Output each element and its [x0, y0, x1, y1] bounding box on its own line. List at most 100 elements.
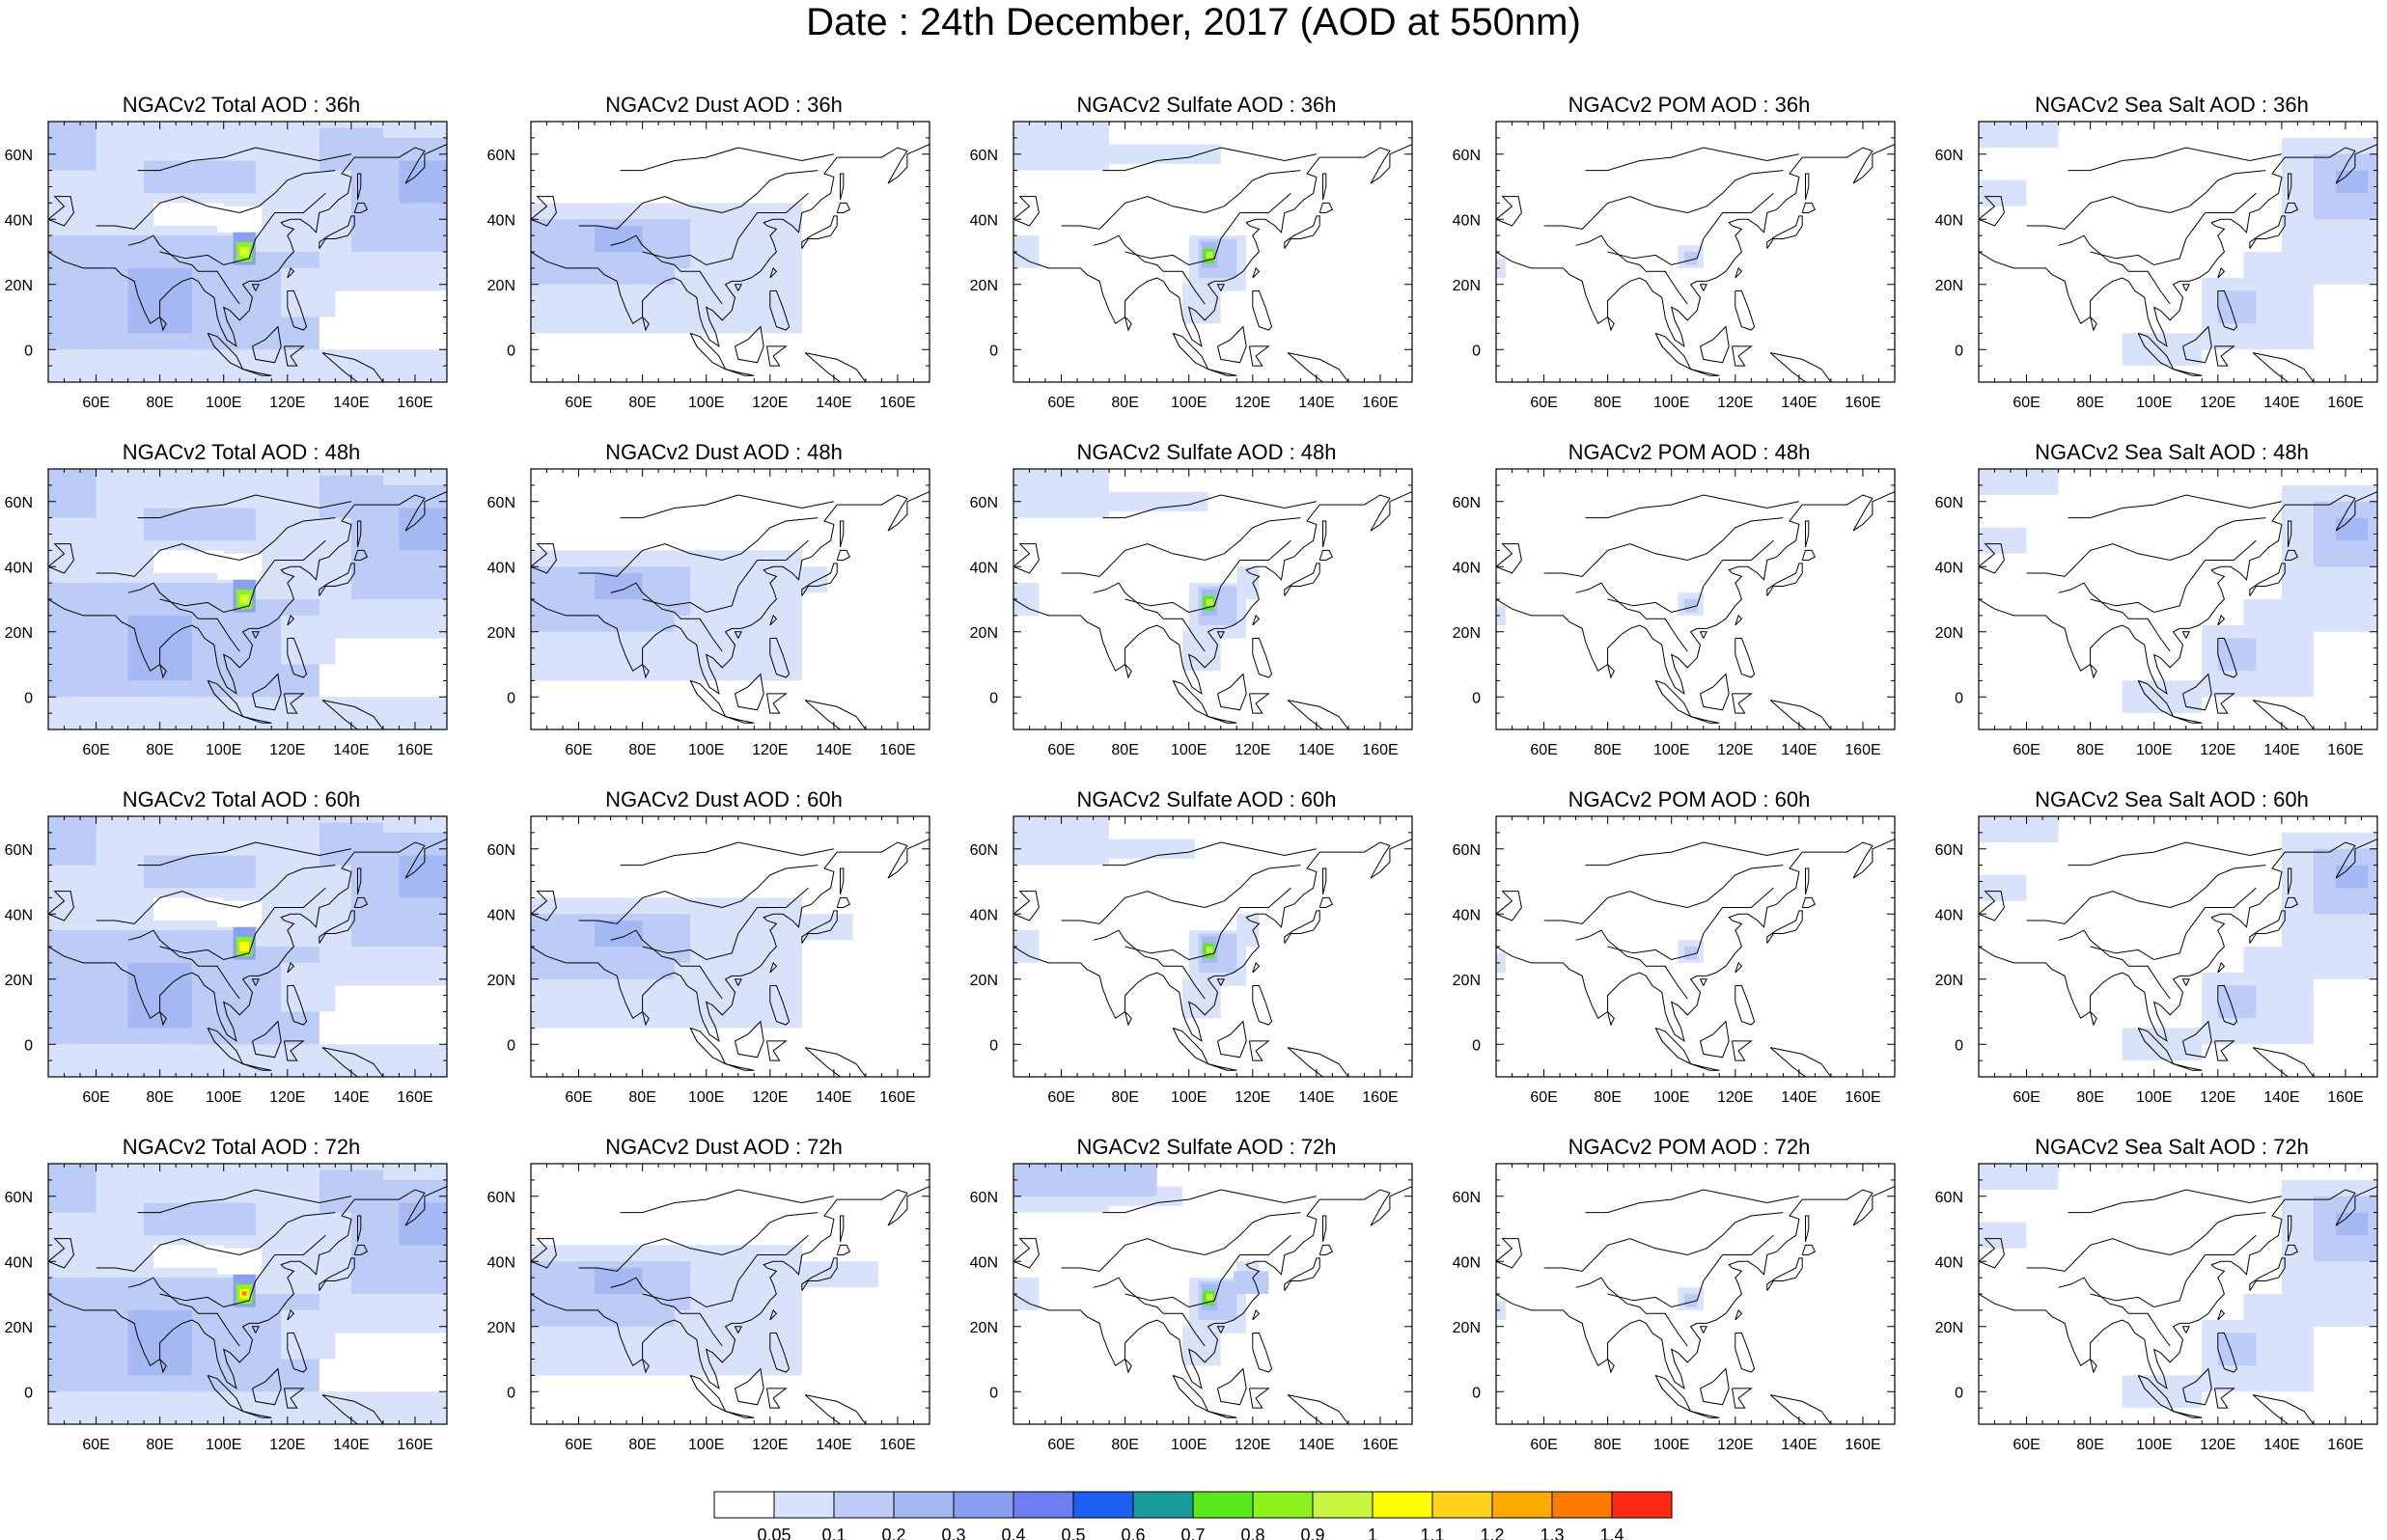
lat-tick-label: 40N [5, 212, 33, 229]
lon-tick-label: 80E [2076, 1437, 2103, 1453]
coastline [2090, 1011, 2097, 1027]
coastline [1585, 1189, 1799, 1214]
coastline [1124, 316, 1132, 332]
lat-tick-label: 60N [487, 1190, 515, 1206]
coastline [1496, 891, 1522, 921]
lon-tick-label: 100E [1171, 395, 1207, 411]
coastline [1690, 716, 1720, 724]
aod-shading [1683, 252, 1698, 265]
coastline [689, 679, 727, 718]
aod-map: 60E 80E 100E 120E 140E 160E 60N 40N 20N 0 [1453, 468, 1896, 758]
aod-shading [1013, 1164, 1157, 1196]
lat-tick-label: 0 [507, 343, 515, 359]
aod-shading [153, 550, 224, 573]
coastline [642, 539, 809, 614]
aod-shading [48, 816, 97, 866]
panel-title: NGACv2 Sulfate AOD : 36h [1076, 93, 1337, 117]
coastline [1735, 290, 1756, 331]
coastline [48, 491, 447, 696]
coastline [1766, 1257, 1803, 1291]
coastline [734, 631, 742, 639]
coastline [725, 1411, 755, 1418]
lon-tick-label: 60E [1047, 742, 1074, 758]
lat-tick-label: 60N [1453, 148, 1481, 164]
coastline [1102, 841, 1317, 866]
lon-tick-label: 160E [397, 1089, 432, 1106]
lat-tick-label: 0 [507, 690, 515, 706]
aod-shading [1496, 258, 1506, 278]
map-panel: NGACv2 Total AOD : 36h 60E 80E 100E 120E 140E… [0, 87, 483, 436]
aod-shading [319, 638, 447, 698]
aod-map: 60E 80E 100E 120E 140E 160E 60N 40N 20N 0 [5, 468, 448, 758]
coastline [2182, 1020, 2212, 1059]
coastline [531, 839, 930, 1043]
coastline [1654, 1027, 1692, 1065]
aod-map: 60E 80E 100E 120E 140E 160E 60N 40N 20N 0 [970, 1163, 1413, 1453]
coastline [2090, 664, 2097, 679]
lat-tick-label: 40N [1935, 1254, 1963, 1271]
lat-tick-label: 60N [970, 495, 998, 511]
coastline [2249, 215, 2286, 249]
lon-tick-label: 60E [1530, 1437, 1557, 1453]
coastline [642, 192, 809, 266]
aod-shading [737, 219, 802, 246]
coastline [159, 1011, 167, 1027]
lon-tick-label: 120E [2200, 742, 2235, 758]
lat-tick-label: 40N [970, 1254, 998, 1271]
lon-tick-label: 60E [565, 1437, 592, 1453]
coastline [127, 582, 240, 652]
coastline [1979, 491, 2377, 696]
coastline [357, 173, 362, 201]
coastline [159, 192, 326, 266]
coastline [2181, 1326, 2190, 1334]
coastline [840, 867, 845, 895]
coastline [769, 1333, 791, 1373]
lon-tick-label: 80E [146, 1437, 173, 1453]
coastline [1249, 1388, 1270, 1409]
aod-map: 60E 80E 100E 120E 140E 160E 60N 40N 20N 0 [1935, 468, 2378, 758]
lon-tick-label: 80E [628, 395, 655, 411]
lon-tick-label: 80E [146, 1089, 173, 1106]
lon-tick-label: 160E [397, 1437, 432, 1453]
coastline [620, 147, 834, 172]
panel-title: NGACv2 Total AOD : 60h [122, 787, 361, 811]
coastline [1284, 1257, 1320, 1291]
lat-tick-label: 0 [24, 690, 33, 706]
aod-shading [48, 1164, 97, 1213]
coastline [2217, 1308, 2226, 1321]
coastline [769, 638, 791, 678]
coastline [1699, 631, 1707, 639]
aod-shading [1683, 1294, 1698, 1307]
coastline [840, 1215, 845, 1243]
coastline [287, 961, 295, 974]
coastline [287, 290, 308, 331]
coastline [2068, 841, 2282, 866]
coastline [578, 170, 819, 230]
lon-tick-label: 80E [146, 395, 173, 411]
lon-tick-label: 160E [1362, 395, 1398, 411]
coastline [1252, 1308, 1261, 1321]
lat-tick-label: 40N [1935, 212, 1963, 229]
aod-map: 60E 80E 100E 120E 140E 160E 60N 40N 20N 0 [970, 121, 1413, 411]
lat-tick-label: 60N [1453, 1190, 1481, 1206]
lat-tick-label: 60N [970, 1190, 998, 1206]
lon-tick-label: 120E [269, 395, 305, 411]
coastline [1607, 887, 1774, 961]
lon-tick-label: 60E [82, 1437, 109, 1453]
aod-shading [1979, 1164, 2059, 1190]
coastline [1979, 1186, 2377, 1390]
coastline [1801, 202, 1817, 213]
aod-shading [2217, 290, 2257, 324]
map-panel: NGACv2 POM AOD : 36h 60E 80E 100E 120E 140E 16… [1448, 87, 1930, 436]
lat-tick-label: 20N [487, 625, 515, 642]
lat-tick-label: 20N [1453, 973, 1481, 989]
lon-tick-label: 80E [1594, 1437, 1621, 1453]
map-panel: NGACv2 Dust AOD : 48h 60E 80E 100E 120E 140E 1… [483, 434, 965, 784]
coastline [1607, 1234, 1774, 1308]
lat-tick-label: 60N [1935, 495, 1963, 511]
lon-tick-label: 120E [1717, 1437, 1753, 1453]
map-panel: NGACv2 Sea Salt AOD : 36h 60E 80E 100E 120E 1… [1930, 87, 2387, 436]
lon-tick-label: 120E [269, 1437, 305, 1453]
lon-tick-label: 120E [752, 1437, 788, 1453]
aod-shading [1683, 599, 1698, 613]
